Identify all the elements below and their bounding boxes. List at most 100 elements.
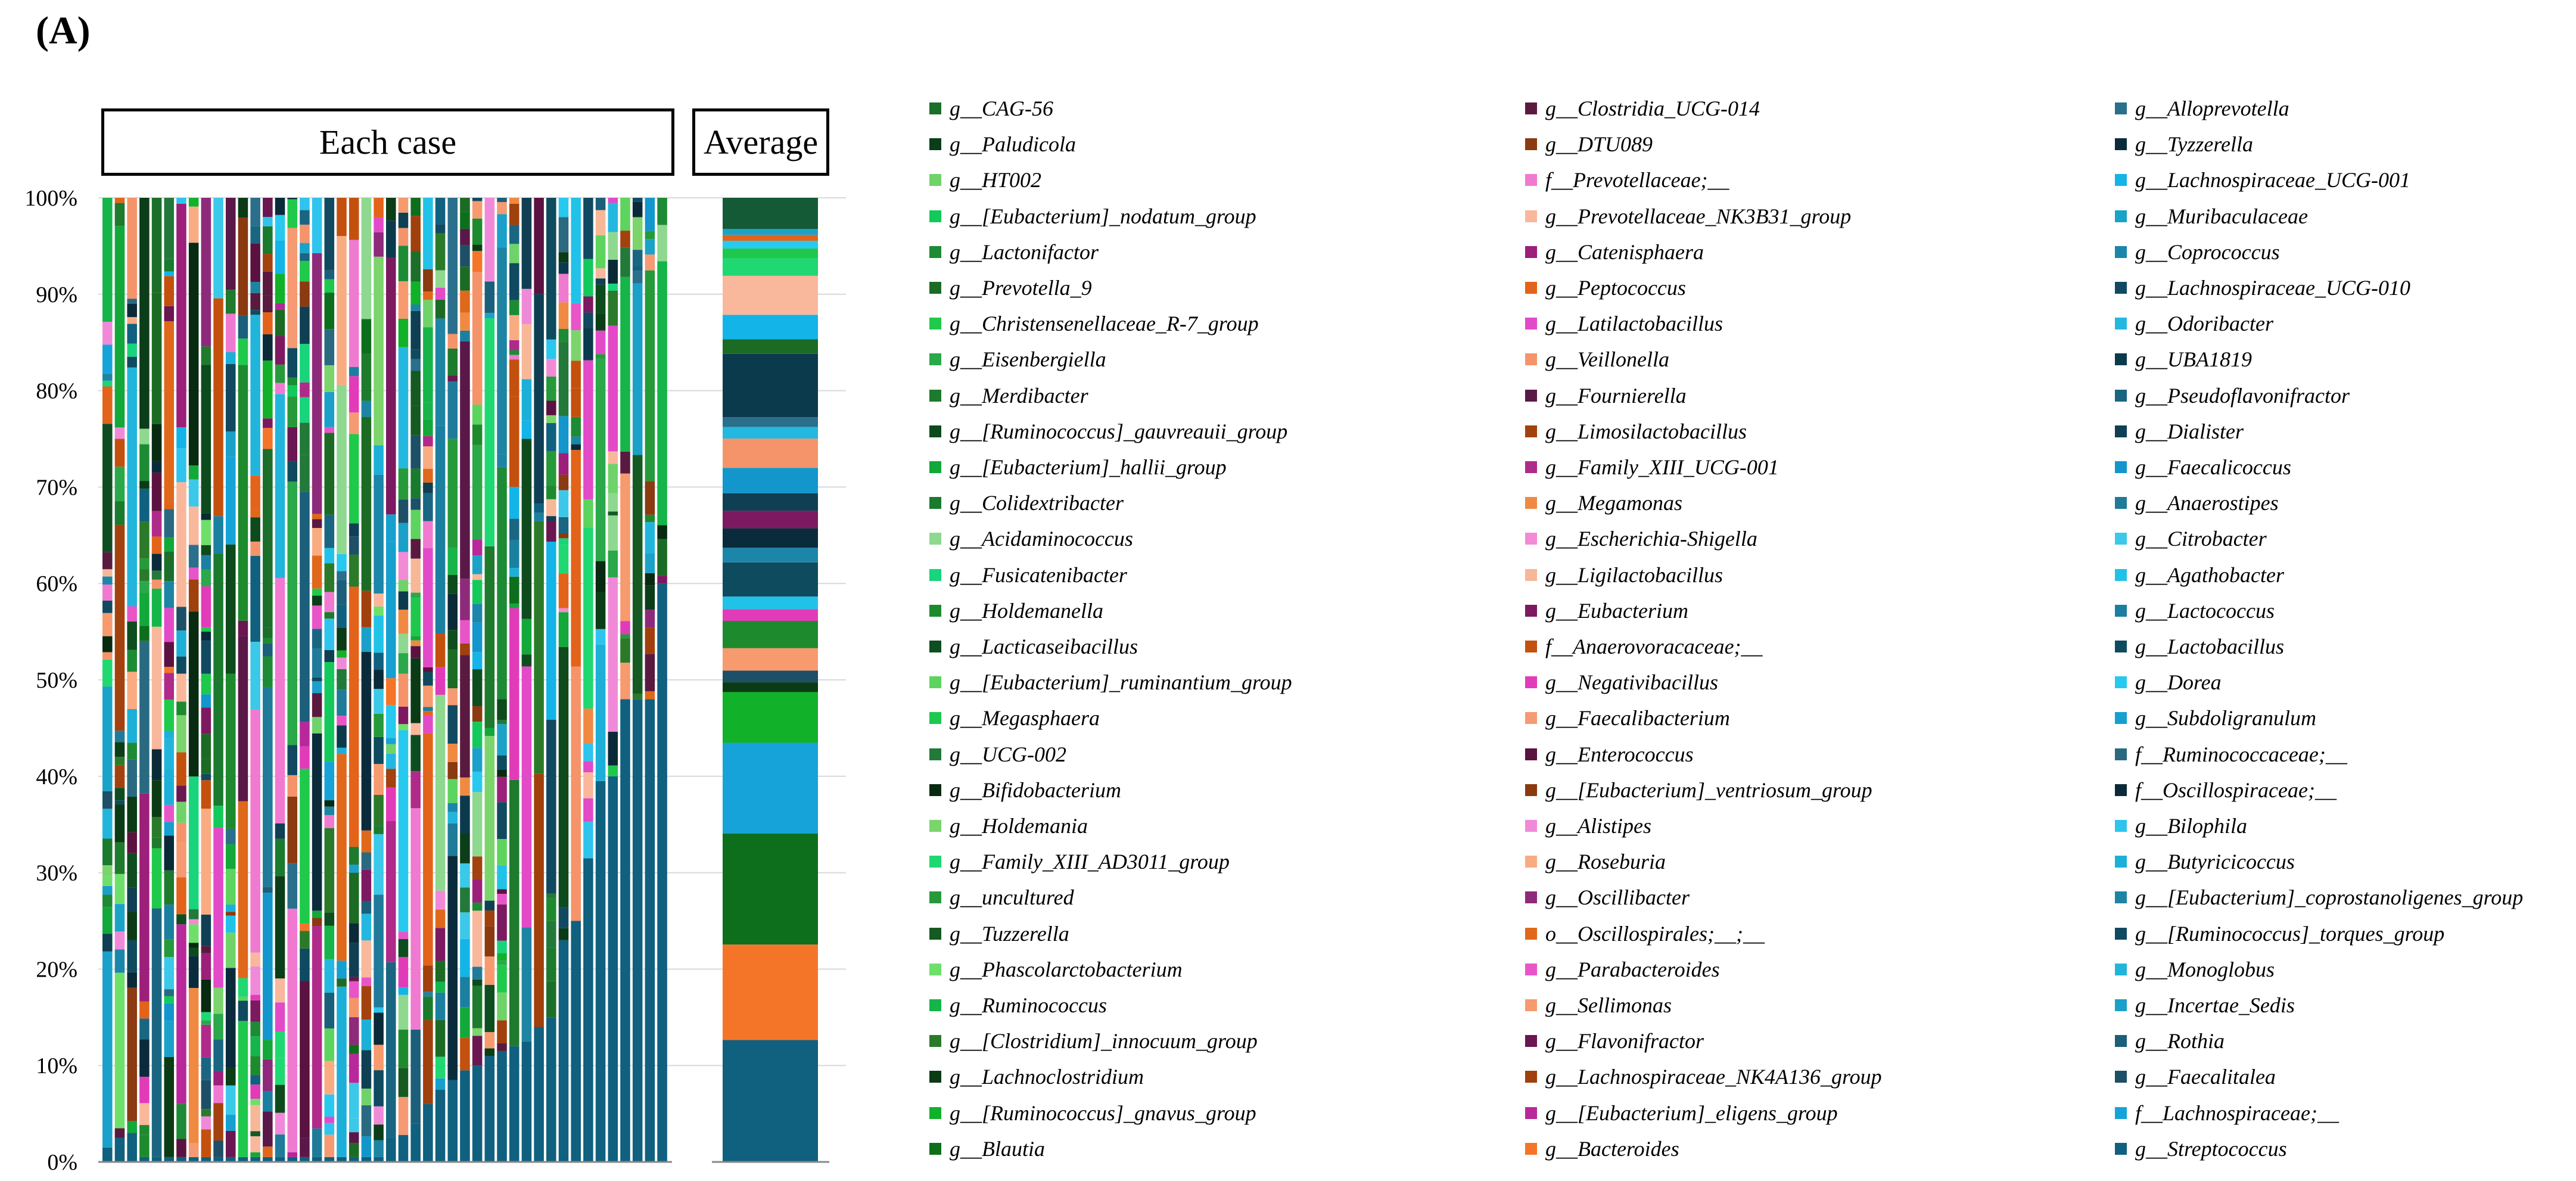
legend-swatch xyxy=(1525,1107,1537,1119)
bar-segment xyxy=(423,300,433,328)
bar-segment xyxy=(398,957,409,987)
bar-segment xyxy=(645,254,655,271)
case-bar xyxy=(521,198,532,1162)
bar-segment xyxy=(164,581,175,608)
bar-segment xyxy=(608,325,618,452)
bar-segment xyxy=(127,304,137,318)
case-bar xyxy=(583,198,593,1162)
bar-segment xyxy=(410,771,421,809)
legend-label: g__[Ruminococcus]_gauvreauii_group xyxy=(950,419,1288,443)
bar-segment xyxy=(398,673,409,707)
bar-segment xyxy=(127,299,137,304)
bar-segment xyxy=(497,965,507,993)
bar-segment xyxy=(102,885,113,895)
bar-segment xyxy=(558,262,569,274)
bar-segment xyxy=(509,487,519,519)
bar-segment xyxy=(275,336,285,365)
legend-entry: g__Megamonas xyxy=(1525,485,1682,521)
bar-segment xyxy=(225,313,236,352)
bar-segment xyxy=(164,673,175,700)
legend-entry: g__Faecalibacterium xyxy=(1525,700,1730,736)
average-bar-segment xyxy=(723,198,818,229)
bar-segment xyxy=(361,986,372,1020)
bar-segment xyxy=(238,217,248,316)
bar-segment xyxy=(374,1157,384,1162)
bar-segment xyxy=(398,552,409,580)
bar-segment xyxy=(632,455,643,694)
legend-label: g__[Clostridium]_innocuum_group xyxy=(950,1029,1258,1053)
bar-segment xyxy=(250,541,260,556)
bar-segment xyxy=(484,198,495,282)
bar-segment xyxy=(484,1032,495,1049)
bar-segment xyxy=(497,889,507,894)
legend-label: g__Merdibacter xyxy=(950,383,1088,408)
bar-segment xyxy=(300,225,310,243)
legend-label: g__Prevotellaceae_NK3B31_group xyxy=(1545,204,1852,228)
bar-segment xyxy=(337,580,347,605)
bar-segment xyxy=(447,630,458,650)
bar-segment xyxy=(102,659,113,687)
case-bar xyxy=(225,198,236,1162)
bar-segment xyxy=(263,428,273,449)
bar-segment xyxy=(176,607,186,631)
bar-segment xyxy=(484,313,495,319)
average-bar-segment xyxy=(723,742,818,834)
bar-segment xyxy=(176,1157,186,1162)
legend-label: g__[Eubacterium]_eligens_group xyxy=(1545,1101,1838,1125)
bar-segment xyxy=(657,583,667,1162)
legend-entry: g__Family_XIII_AD3011_group xyxy=(929,844,1230,879)
legend-swatch xyxy=(1525,604,1537,617)
bar-segment xyxy=(300,931,310,949)
bar-segment xyxy=(423,269,433,292)
bar-segment xyxy=(361,1020,372,1051)
bar-segment xyxy=(472,979,483,986)
bar-segment xyxy=(263,1091,273,1112)
bar-segment xyxy=(435,1089,446,1162)
bar-segment xyxy=(349,366,359,377)
bar-segment xyxy=(349,1157,359,1162)
bar-segment xyxy=(300,722,310,747)
bar-segment xyxy=(238,365,248,621)
bar-segment xyxy=(509,355,519,360)
bar-segment xyxy=(337,236,347,385)
case-bar xyxy=(374,198,384,1162)
bar-segment xyxy=(521,619,532,655)
bar-segment xyxy=(410,468,421,499)
bar-segment xyxy=(201,1157,211,1162)
bar-segment xyxy=(300,243,310,253)
legend-label: g__[Ruminococcus]_gnavus_group xyxy=(950,1101,1256,1125)
bar-segment xyxy=(645,573,655,586)
bar-segment xyxy=(349,943,359,977)
legend-swatch xyxy=(929,1107,941,1119)
legend-label: g__Christensenellaceae_R-7_group xyxy=(950,312,1259,336)
bar-segment xyxy=(102,198,113,322)
bar-segment xyxy=(534,1027,544,1162)
bar-segment xyxy=(423,521,433,548)
legend-label: g__Rothia xyxy=(2135,1029,2225,1053)
bar-segment xyxy=(188,987,199,1143)
bar-segment xyxy=(460,290,470,313)
legend-entry: g__Rothia xyxy=(2115,1023,2225,1059)
bar-segment xyxy=(645,610,655,628)
bar-segment xyxy=(324,612,335,619)
bar-segment xyxy=(324,1157,335,1162)
bar-segment xyxy=(645,514,655,523)
bar-segment xyxy=(645,699,655,1162)
bar-segment xyxy=(114,198,125,203)
bar-segment xyxy=(139,1125,150,1135)
average-bar-segment xyxy=(723,596,818,610)
bar-segment xyxy=(127,198,137,299)
legend-label: g__Faecalibacterium xyxy=(1545,706,1730,731)
bar-segment xyxy=(225,1114,236,1131)
bar-segment xyxy=(410,198,421,216)
bar-segment xyxy=(114,804,125,843)
bar-segment xyxy=(164,989,175,996)
bar-segment xyxy=(114,427,125,439)
legend-label: g__DTU089 xyxy=(1545,132,1653,157)
legend-label: g__Tyzzerella xyxy=(2135,132,2253,157)
bar-segment xyxy=(435,667,446,695)
legend-label: g__Butyricicoccus xyxy=(2135,850,2295,874)
bar-segment xyxy=(386,821,396,962)
bar-segment xyxy=(558,517,569,534)
bar-segment xyxy=(386,678,396,706)
